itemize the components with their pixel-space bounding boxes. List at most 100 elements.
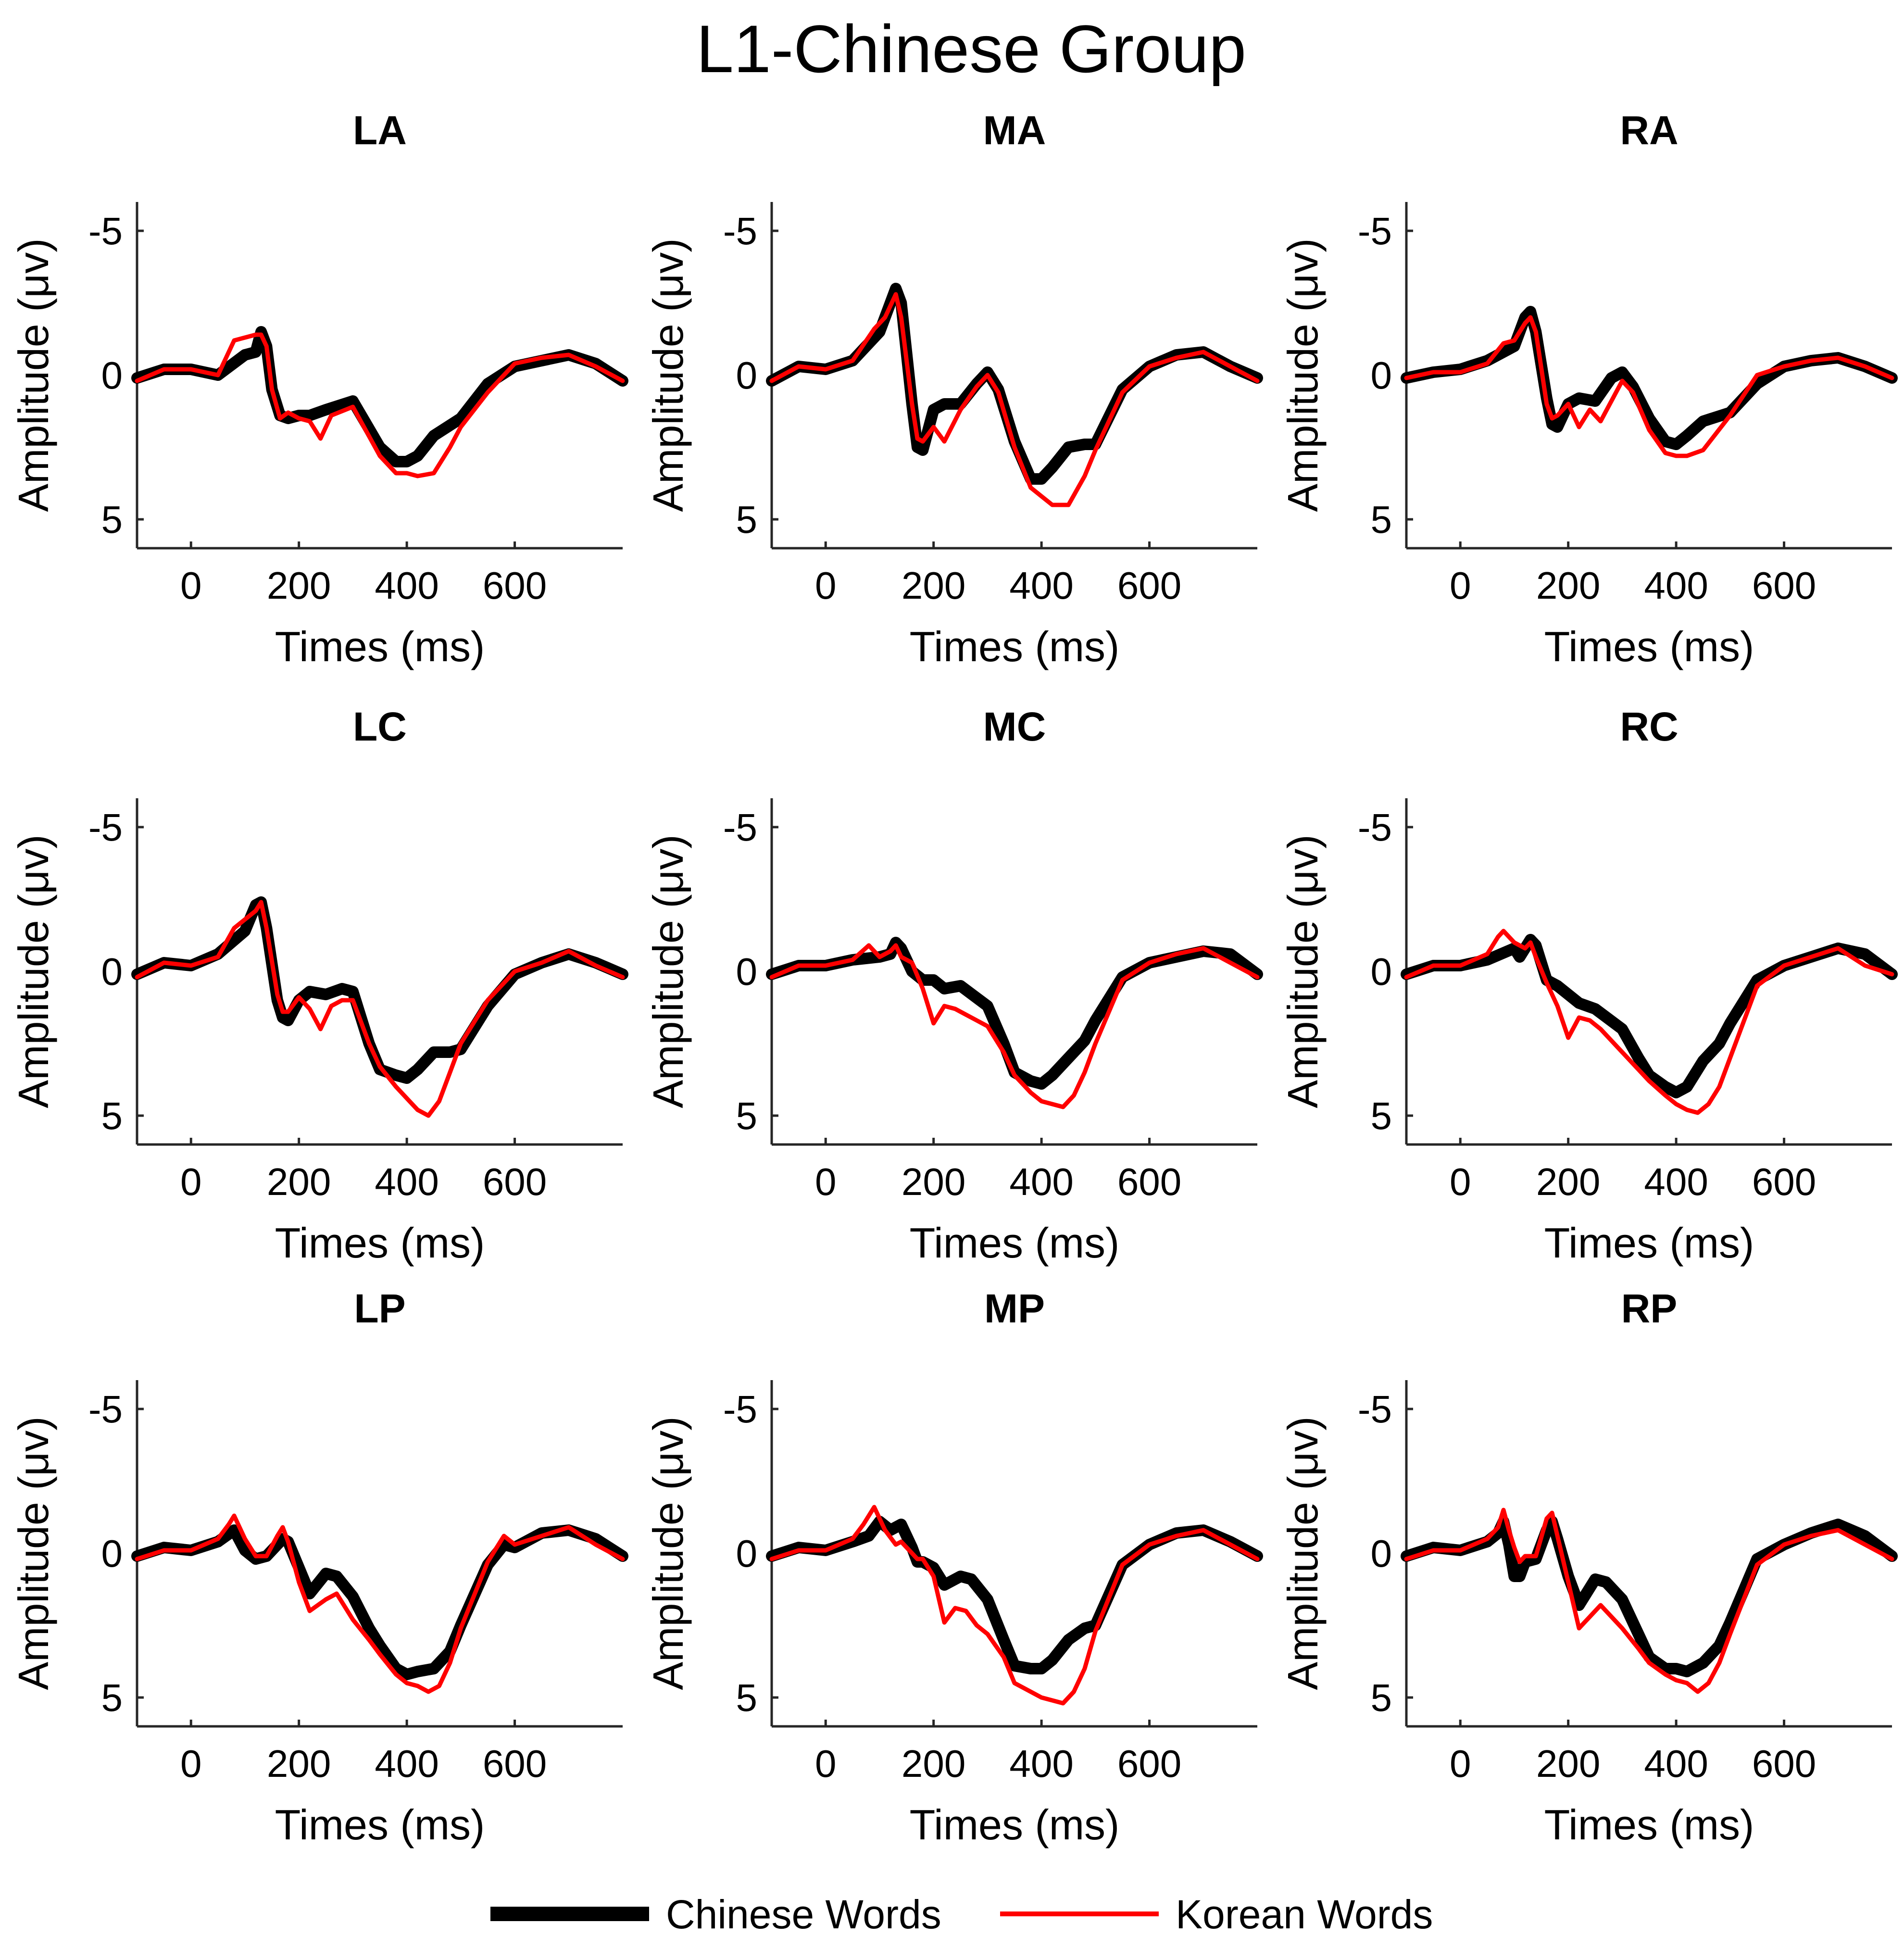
y-tick-label: 0	[101, 1532, 123, 1575]
legend: Chinese Words Korean Words	[490, 1892, 1433, 1937]
x-tick-label: 600	[1752, 564, 1816, 607]
series-line-chinese	[131, 896, 628, 1084]
panel-ma: MA 0 200 400 600 -5 0 5 Times (ms) Amplitude (μv)	[644, 108, 1263, 670]
panel-mp: MP 0 200 400 600 -5 0 5 Times (ms) Amplitude (μv)	[644, 1286, 1263, 1848]
y-tick-label: -5	[723, 806, 757, 849]
panel-title: LA	[353, 108, 407, 153]
x-tick-label: 0	[815, 1742, 837, 1785]
x-tick-label: 0	[1450, 1160, 1471, 1203]
y-tick-label: 5	[736, 1676, 758, 1719]
x-tick-label: 200	[1536, 1742, 1600, 1785]
x-tick-label: 0	[815, 564, 837, 607]
x-tick-label: 600	[1752, 1742, 1816, 1785]
y-tick-label: 0	[1371, 950, 1392, 993]
panel-la: LA 0 200 400 600 -5 0 5 Times (ms) Amplitude (μv)	[10, 108, 628, 670]
y-tick-label: 5	[101, 1676, 123, 1719]
panel-title: MA	[983, 108, 1046, 153]
y-axis-label: Amplitude (μv)	[644, 1416, 692, 1690]
panel-title: MC	[983, 704, 1046, 749]
y-axis-label: Amplitude (μv)	[644, 238, 692, 512]
x-axis-label: Times (ms)	[275, 1219, 485, 1267]
x-tick-label: 400	[375, 564, 438, 607]
x-axis-label: Times (ms)	[1544, 623, 1754, 670]
x-tick-label: 0	[180, 1160, 202, 1203]
x-tick-label: 600	[1752, 1160, 1816, 1203]
x-tick-label: 400	[1009, 1160, 1073, 1203]
y-tick-label: -5	[723, 1388, 757, 1431]
panel-mc: MC 0 200 400 600 -5 0 5 Times (ms) Amplitude (μv)	[644, 704, 1263, 1267]
y-axis-label: Amplitude (μv)	[1279, 1416, 1327, 1690]
series-line-korean	[769, 943, 1260, 1109]
x-tick-label: 400	[1644, 564, 1708, 607]
y-tick-label: -5	[88, 210, 123, 252]
y-tick-label: 0	[1371, 354, 1392, 397]
y-axis-label: Amplitude (μv)	[10, 238, 57, 512]
panel-rc: RC 0 200 400 600 -5 0 5 Times (ms) Amplitude (μv)	[1279, 704, 1898, 1267]
series-line-korean	[769, 292, 1260, 507]
panel-title: RP	[1621, 1286, 1678, 1331]
y-tick-label: 0	[101, 354, 123, 397]
y-tick-label: 0	[736, 950, 758, 993]
y-tick-label: 5	[1371, 1676, 1392, 1719]
series-line-korean	[769, 1505, 1260, 1706]
y-axis-label: Amplitude (μv)	[1279, 238, 1327, 512]
panel-lp: LP 0 200 400 600 -5 0 5 Times (ms) Amplitude (μv)	[10, 1286, 628, 1848]
series-line-korean	[1404, 1508, 1894, 1694]
x-tick-label: 0	[1450, 1742, 1471, 1785]
legend-label-chinese: Chinese Words	[666, 1892, 941, 1937]
x-axis-label: Times (ms)	[910, 623, 1120, 670]
panel-title: LC	[353, 704, 407, 749]
series-line-chinese	[131, 326, 628, 467]
y-tick-label: -5	[88, 806, 123, 849]
series-line-korean	[135, 1513, 625, 1694]
x-axis-label: Times (ms)	[275, 623, 485, 670]
x-tick-label: 400	[1009, 564, 1073, 607]
panel-lc: LC 0 200 400 600 -5 0 5 Times (ms) Amplitude (μv)	[10, 704, 628, 1267]
panel-ra: RA 0 200 400 600 -5 0 5 Times (ms) Amplitude (μv)	[1279, 108, 1898, 670]
y-axis-label: Amplitude (μv)	[644, 834, 692, 1108]
panel-title: MP	[984, 1286, 1045, 1331]
x-tick-label: 600	[483, 564, 547, 607]
y-tick-label: 5	[736, 498, 758, 541]
x-tick-label: 600	[1117, 1160, 1181, 1203]
y-tick-label: 0	[736, 1532, 758, 1575]
y-tick-label: -5	[1358, 1388, 1392, 1431]
y-tick-label: 5	[101, 1094, 123, 1137]
y-tick-label: 5	[1371, 1094, 1392, 1137]
series-line-chinese	[1401, 934, 1898, 1098]
y-tick-label: -5	[88, 1388, 123, 1431]
x-tick-label: 200	[902, 1742, 965, 1785]
panel-title: LP	[354, 1286, 405, 1331]
x-axis-label: Times (ms)	[910, 1219, 1120, 1267]
panel-grid: LA 0 200 400 600 -5 0 5 Times (ms) Amplitude (μv)…	[10, 108, 1898, 1848]
y-tick-label: 0	[736, 354, 758, 397]
legend-label-korean: Korean Words	[1176, 1892, 1433, 1937]
x-axis-label: Times (ms)	[1544, 1219, 1754, 1267]
x-tick-label: 0	[180, 564, 202, 607]
series-line-chinese	[1401, 306, 1898, 450]
y-axis-label: Amplitude (μv)	[1279, 834, 1327, 1108]
y-tick-label: -5	[1358, 210, 1392, 252]
series-line-korean	[135, 332, 625, 478]
x-tick-label: 600	[483, 1160, 547, 1203]
x-tick-label: 0	[815, 1160, 837, 1203]
series-line-korean	[135, 900, 625, 1118]
y-tick-label: 5	[736, 1094, 758, 1137]
figure-title: L1-Chinese Group	[696, 11, 1246, 87]
x-tick-label: 400	[1009, 1742, 1073, 1785]
x-tick-label: 200	[1536, 1160, 1600, 1203]
y-tick-label: 5	[1371, 498, 1392, 541]
x-tick-label: 400	[1644, 1742, 1708, 1785]
x-axis-label: Times (ms)	[1544, 1801, 1754, 1848]
panel-title: RC	[1620, 704, 1678, 749]
panel-rp: RP 0 200 400 600 -5 0 5 Times (ms) Amplitude (μv)	[1279, 1286, 1898, 1848]
y-tick-label: 5	[101, 498, 123, 541]
x-tick-label: 600	[1117, 1742, 1181, 1785]
y-tick-label: 0	[101, 950, 123, 993]
y-axis-label: Amplitude (μv)	[10, 1416, 57, 1690]
y-tick-label: -5	[723, 210, 757, 252]
panel-title: RA	[1620, 108, 1678, 153]
x-tick-label: 200	[267, 1742, 331, 1785]
x-tick-label: 200	[1536, 564, 1600, 607]
